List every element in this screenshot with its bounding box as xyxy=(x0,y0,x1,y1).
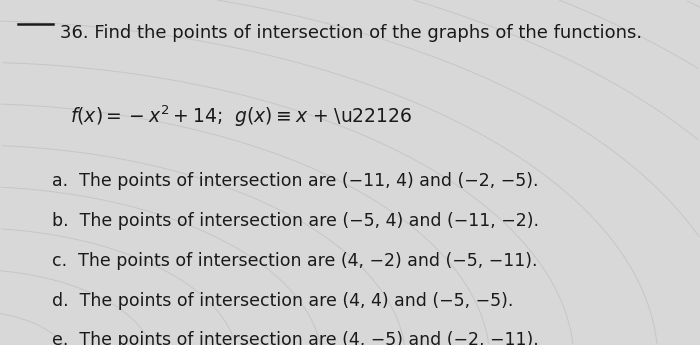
Text: c.  The points of intersection are (4, −2) and (−5, −11).: c. The points of intersection are (4, −2… xyxy=(52,252,538,270)
Text: e.  The points of intersection are (4, −5) and (−2, −11).: e. The points of intersection are (4, −5… xyxy=(52,331,539,345)
Text: $\mathit{f}(x) = -x^2 + 14$;  $\mathit{g}(x) \equiv x$ + \u22126: $\mathit{f}(x) = -x^2 + 14$; $\mathit{g}… xyxy=(70,104,412,129)
Text: a.  The points of intersection are (−11, 4) and (−2, −5).: a. The points of intersection are (−11, … xyxy=(52,172,539,190)
Text: d.  The points of intersection are (4, 4) and (−5, −5).: d. The points of intersection are (4, 4)… xyxy=(52,292,514,309)
Text: b.  The points of intersection are (−5, 4) and (−11, −2).: b. The points of intersection are (−5, 4… xyxy=(52,212,540,230)
Text: 36. Find the points of intersection of the graphs of the functions.: 36. Find the points of intersection of t… xyxy=(60,24,642,42)
